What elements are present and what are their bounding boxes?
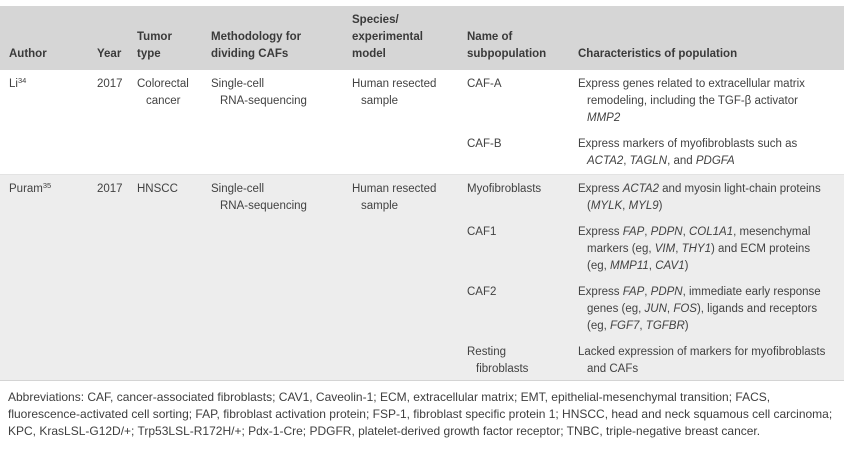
gene-name: MYLK [590, 200, 623, 212]
subpopulation-name-cell: CAF-A [467, 78, 502, 90]
subpopulation-row: CAF1 Express FAP, PDPN, COL1A1, mesenchym… [467, 224, 836, 275]
gene-name: FGF7 [610, 320, 640, 332]
characteristics-text: , mesenchymal markers (eg, [587, 226, 811, 255]
subpopulation-name-cell: Resting fibroblasts [467, 346, 529, 375]
column-header-author: Author [9, 48, 47, 60]
gene-name: VIM [654, 243, 676, 255]
characteristics-text: Express [578, 183, 623, 195]
column-header-characteristics: Characteristics of population [578, 48, 738, 60]
characteristics-text: Express [578, 226, 623, 238]
subpopulation-name-cell: CAF-B [467, 138, 502, 150]
gene-name: TGFBR [645, 320, 685, 332]
subpopulation-name-cell: CAF2 [467, 286, 497, 298]
characteristics-text: ) [684, 260, 689, 272]
methodology-cell: Single-cell RNA-sequencing [211, 78, 307, 107]
characteristics-text: , and [667, 155, 696, 167]
subpopulation-list: Myofibroblasts Express ACTA2 and myosin l… [467, 181, 836, 378]
table-header-row: Author Year Tumor type Methodology for d… [0, 6, 844, 70]
gene-name: PDGFA [695, 155, 735, 167]
gene-name: ACTA2 [587, 155, 624, 167]
gene-name: FOS [673, 303, 697, 315]
characteristics-text: Lacked expression of markers for myofibr… [578, 346, 826, 375]
gene-name: TAGLN [629, 155, 668, 167]
characteristics-cell: Express genes related to extracellular m… [578, 76, 836, 127]
characteristics-text: ) [684, 320, 689, 332]
characteristics-cell: Lacked expression of markers for myofibr… [578, 344, 836, 378]
gene-name: MMP11 [610, 260, 649, 272]
characteristics-text: , [644, 286, 651, 298]
tumor-type-cell: Colorectal cancer [137, 78, 189, 107]
characteristics-text: ) and ECM proteins (eg, [587, 243, 811, 272]
gene-name: CAV1 [655, 260, 685, 272]
year-cell: 2017 [97, 183, 123, 195]
characteristics-cell: Express FAP, PDPN, COL1A1, mesenchymal m… [578, 224, 836, 275]
characteristics-text: , [622, 200, 629, 212]
gene-name: COL1A1 [689, 226, 734, 238]
subpopulation-row: CAF-A Express genes related to extracellu… [467, 76, 836, 127]
characteristics-text: Express [578, 286, 623, 298]
gene-name: MYL9 [628, 200, 659, 212]
gene-name: FAP [622, 226, 645, 238]
author-cell: Puram35 [9, 181, 52, 195]
column-header-tumor-type: Tumor type [137, 31, 172, 60]
abbreviations-footnote: Abbreviations: CAF, cancer-associated fi… [8, 390, 833, 438]
gene-name: MMP2 [587, 112, 621, 124]
characteristics-text: , [644, 226, 651, 238]
year-cell: 2017 [97, 78, 123, 90]
column-header-species-model: Species/ experimental model [352, 14, 423, 60]
table-body: Li34 2017 Colorectal cancer Single-cell RNA… [0, 70, 844, 381]
column-header-methodology: Methodology for dividing CAFs [211, 31, 302, 60]
gene-name: PDPN [650, 286, 683, 298]
characteristics-text: , [675, 243, 682, 255]
author-cell: Li34 [9, 76, 27, 90]
species-cell: Human resected sample [352, 78, 437, 107]
subpopulation-row: CAF-B Express markers of myofibroblasts s… [467, 136, 836, 170]
characteristics-text: , [639, 320, 646, 332]
characteristics-cell: Express FAP, PDPN, immediate early respo… [578, 284, 836, 335]
characteristics-text: , [682, 226, 689, 238]
gene-name: THY1 [681, 243, 711, 255]
characteristics-text: ) [658, 200, 663, 212]
column-header-year: Year [97, 48, 122, 60]
citation-superscript: 35 [42, 181, 52, 190]
characteristics-text: Express genes related to extracellular m… [578, 78, 805, 107]
gene-name: JUN [644, 303, 667, 315]
characteristics-cell: Express markers of myofibroblasts such a… [578, 136, 836, 170]
methodology-cell: Single-cell RNA-sequencing [211, 183, 307, 212]
characteristics-text: , [666, 303, 674, 315]
gene-name: ACTA2 [622, 183, 659, 195]
subpopulation-name-cell: Myofibroblasts [467, 183, 542, 195]
characteristics-text: , [648, 260, 656, 272]
subpopulation-row: Resting fibroblasts Lacked expression of … [467, 344, 836, 378]
subpopulation-row: CAF2 Express FAP, PDPN, immediate early r… [467, 284, 836, 335]
gene-name: PDPN [650, 226, 683, 238]
characteristics-text: , immediate early response genes (eg, [587, 286, 821, 315]
subpopulation-list: CAF-A Express genes related to extracellu… [467, 76, 836, 170]
gene-name: FAP [622, 286, 645, 298]
characteristics-text: ), ligands and receptors (eg, [587, 303, 818, 332]
subpopulation-name-cell: CAF1 [467, 226, 497, 238]
subpopulation-row: Myofibroblasts Express ACTA2 and myosin l… [467, 181, 836, 215]
tumor-type-cell: HNSCC [137, 183, 178, 195]
citation-superscript: 34 [17, 76, 27, 85]
caf-subpopulation-table: Author Year Tumor type Methodology for d… [0, 6, 844, 381]
species-cell: Human resected sample [352, 183, 437, 212]
study-row: Puram35 2017 HNSCC Single-cell RNA-sequenci… [0, 174, 844, 381]
characteristics-text: Express markers of myofibroblasts such a… [578, 138, 798, 150]
column-header-subpopulation: Name of subpopulation [467, 31, 547, 60]
characteristics-text: , [623, 155, 630, 167]
characteristics-cell: Express ACTA2 and myosin light-chain pro… [578, 181, 836, 215]
characteristics-text: and myosin light-chain proteins ( [587, 183, 821, 212]
study-row: Li34 2017 Colorectal cancer Single-cell RNA… [0, 70, 844, 174]
